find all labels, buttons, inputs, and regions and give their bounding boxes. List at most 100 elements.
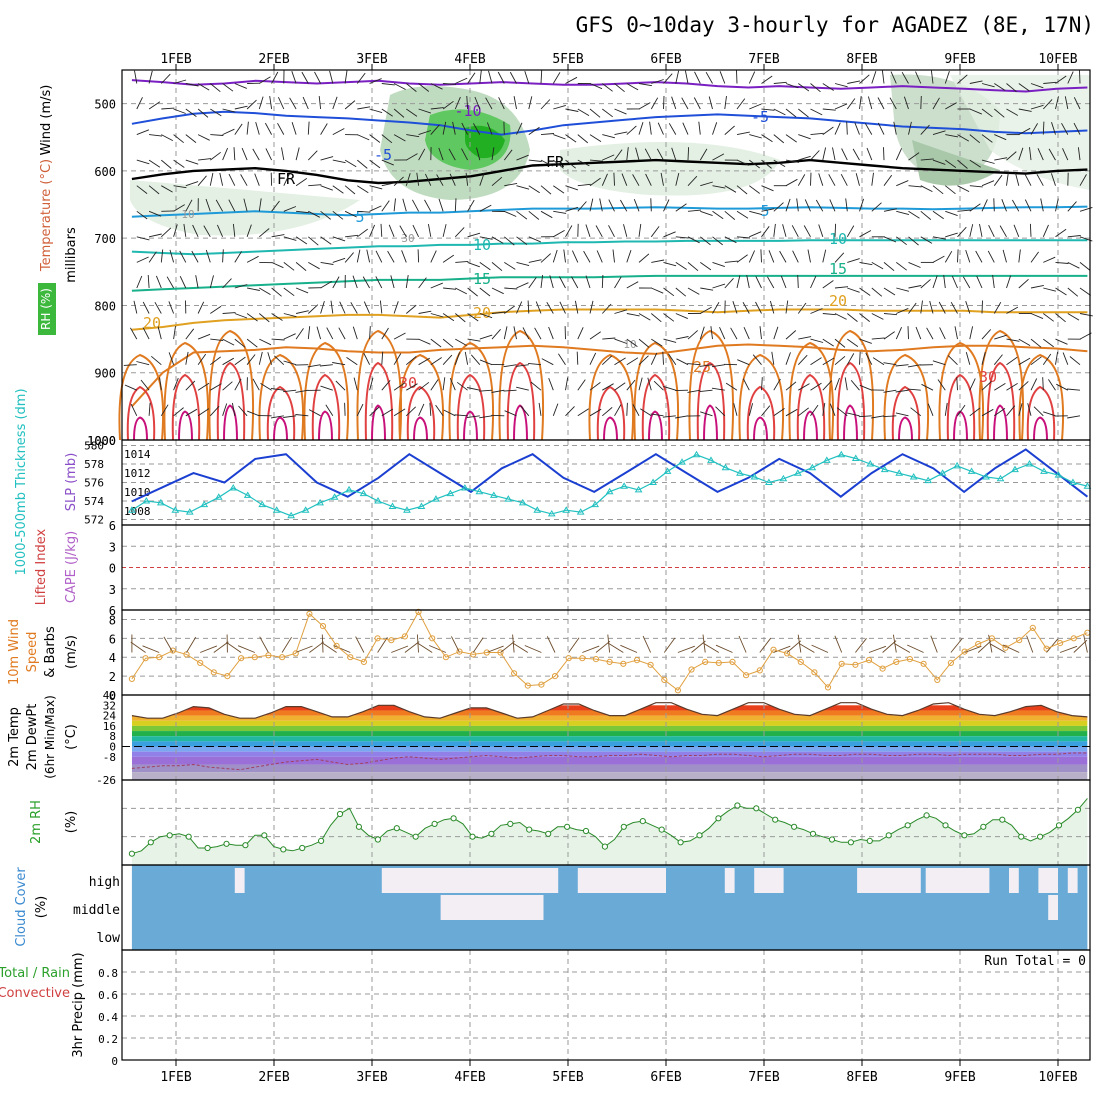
wind-barb	[1030, 224, 1031, 237]
wind10-axis-label-3: & Barbs	[43, 626, 58, 678]
wind-barb	[418, 249, 419, 262]
rh2m-point	[375, 837, 380, 842]
rh2m-point	[886, 833, 891, 838]
cloud-level-low: low	[97, 931, 121, 946]
temp-band	[132, 736, 1088, 741]
precip-tick: 0	[111, 1055, 118, 1068]
temp-band	[132, 747, 1088, 752]
rh2m-point	[527, 827, 532, 832]
cloud-axis-label: Cloud Cover	[14, 867, 29, 947]
wind-barb	[602, 275, 603, 288]
precip-axis-label: 3hr Precip (mm)	[71, 952, 86, 1057]
contour-label: -10	[454, 102, 481, 120]
wind-barb	[664, 96, 665, 109]
cloud-level-middle: middle	[73, 903, 120, 918]
temp-band	[132, 752, 1088, 757]
date-label-bottom: 9FEB	[944, 1070, 975, 1085]
contour-label: 30	[979, 368, 997, 386]
date-label-bottom: 4FEB	[454, 1070, 485, 1085]
lifted-index-tick: 3	[109, 583, 116, 597]
rh2m-point	[243, 843, 248, 848]
rh2m-point	[470, 834, 475, 839]
rh2m-point	[1019, 834, 1024, 839]
date-label-bottom: 3FEB	[356, 1070, 387, 1085]
temp2m-axis-label-3: (6hr Min/Max)	[43, 695, 57, 779]
wind-barb	[958, 249, 959, 262]
date-label-bottom: 7FEB	[748, 1070, 779, 1085]
rh2m-point	[1075, 807, 1080, 812]
cloud-level-high: high	[89, 875, 120, 890]
rh2m-point	[262, 833, 267, 838]
temp-band	[132, 757, 1088, 765]
lifted-index-axis-label: Lifted Index	[34, 528, 49, 605]
cloud-clear-high	[1009, 868, 1019, 893]
wind-barb	[1080, 71, 1081, 84]
rh2m-point	[640, 819, 645, 824]
rh2m-point	[792, 824, 797, 829]
contour-label: FR	[277, 170, 296, 188]
temp-band	[132, 741, 1088, 746]
precip-tick: 0.8	[98, 967, 118, 980]
cloud-clear-middle	[1048, 895, 1058, 920]
rh2m-point	[300, 845, 305, 850]
temp-band	[132, 772, 1088, 780]
rh2m-point	[167, 833, 172, 838]
rh2m-point	[148, 840, 153, 845]
cloud-clear-high	[754, 868, 783, 893]
rh2m-point	[943, 823, 948, 828]
wind10-axis-label-4: (m/s)	[64, 635, 79, 669]
cloud-clear-high	[1038, 868, 1058, 893]
rh2m-point	[186, 834, 191, 839]
contour-label: 20	[143, 314, 161, 332]
temp-band	[132, 716, 1088, 721]
cloud-clear-high	[857, 868, 921, 893]
thickness-tick: 578	[84, 458, 104, 471]
cloud-unit-label: (%)	[34, 896, 49, 919]
chart-title: GFS 0~10day 3-hourly for AGADEZ (8E, 17N…	[576, 13, 1094, 37]
wind-barb	[614, 173, 615, 186]
rh2m-point	[716, 816, 721, 821]
date-label-bottom: 1FEB	[160, 1070, 191, 1085]
wind-barb	[761, 249, 762, 262]
rh2m-unit-label: (%)	[64, 811, 79, 834]
pressure-tick: 800	[94, 299, 116, 313]
contour-label: 30	[401, 232, 414, 245]
rh2m-point	[810, 831, 815, 836]
run-total: Run Total = 0	[984, 954, 1086, 969]
rh2m-point	[546, 831, 551, 836]
rh2m-point	[829, 837, 834, 842]
rh2m-point	[905, 823, 910, 828]
rh2m-point	[924, 813, 929, 818]
rh2m-point	[659, 827, 664, 832]
rh2m-point	[583, 828, 588, 833]
rh2m-point	[224, 841, 229, 846]
wind-barb	[798, 275, 799, 288]
slp-tick: 1012	[124, 467, 151, 480]
wind-barb	[835, 224, 836, 237]
slp-axis-label: SLP (mb)	[64, 453, 79, 512]
pressure-tick: 600	[94, 165, 116, 179]
cloud-clear-high	[382, 868, 558, 893]
wind-axis-label: Wind (m/s)	[39, 85, 54, 156]
slp-tick: 1014	[124, 448, 151, 461]
temp2m-tick: 40	[103, 689, 116, 702]
wind-barb	[884, 147, 885, 160]
cloud-clear-middle	[441, 895, 544, 920]
pressure-tick: 700	[94, 232, 116, 246]
rh2m-point	[678, 840, 683, 845]
wind10-tick: 8	[109, 613, 116, 627]
rh2m-point	[432, 821, 437, 826]
rh2m-point	[1056, 823, 1061, 828]
rh2m-point	[337, 811, 342, 816]
thickness-tick: 572	[84, 513, 104, 526]
temp2m-axis-label-4: (°C)	[64, 724, 79, 750]
contour-label: 10	[181, 208, 194, 221]
thickness-tick: 574	[84, 495, 104, 508]
wind-barb	[811, 173, 812, 186]
pressure-tick: 900	[94, 367, 116, 381]
rh2m-point	[508, 821, 513, 826]
date-label-bottom: 6FEB	[650, 1070, 681, 1085]
rh2m-point	[962, 833, 967, 838]
rh2m-point	[848, 840, 853, 845]
